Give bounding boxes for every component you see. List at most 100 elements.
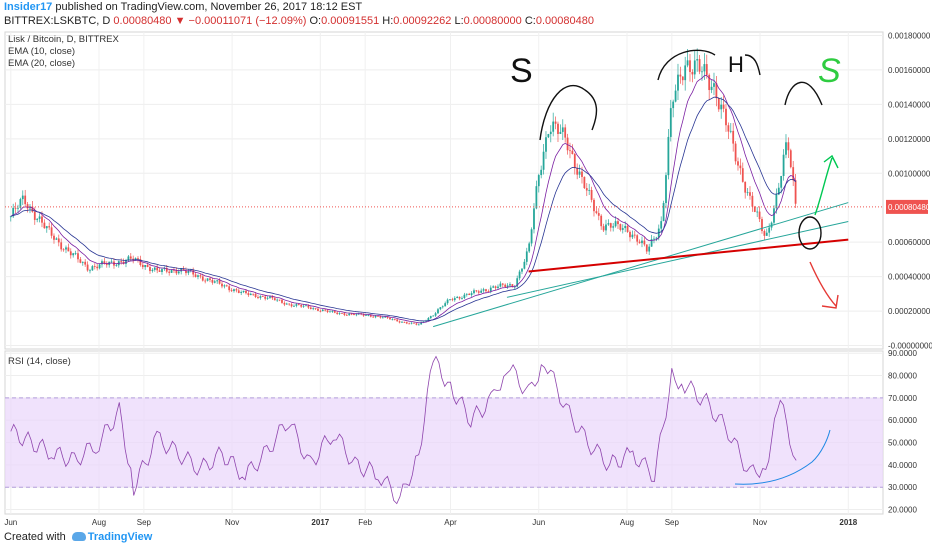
candle-body bbox=[533, 208, 535, 230]
publish-line: Insider17 published on TradingView.com, … bbox=[4, 1, 362, 13]
legend-title: Lisk / Bitcoin, D, BITTREX bbox=[8, 34, 120, 45]
candle-body bbox=[744, 181, 747, 193]
candle-body bbox=[398, 321, 401, 323]
candle-body bbox=[86, 264, 89, 271]
candle-body bbox=[727, 125, 730, 132]
candle-body bbox=[626, 225, 629, 232]
trendline bbox=[506, 221, 849, 298]
candle-body bbox=[576, 168, 579, 175]
candle-body bbox=[175, 270, 178, 274]
candle-body bbox=[473, 290, 475, 294]
candle-body bbox=[401, 321, 403, 323]
candle-body bbox=[739, 165, 742, 169]
candle-body bbox=[557, 123, 559, 134]
candle-body bbox=[725, 108, 727, 126]
candle-body bbox=[746, 192, 749, 194]
ema10-line bbox=[10, 75, 796, 324]
candle-body bbox=[405, 322, 408, 324]
candle-body bbox=[57, 238, 60, 243]
candle-body bbox=[794, 180, 797, 204]
open-value: 0.00091551 bbox=[321, 15, 380, 27]
candle-body bbox=[396, 319, 399, 322]
candle-body bbox=[276, 299, 279, 301]
author-name[interactable]: Insider17 bbox=[4, 1, 53, 13]
candle-body bbox=[41, 216, 43, 223]
neckline bbox=[528, 238, 849, 273]
candle-body bbox=[161, 269, 163, 272]
rsi-tick-label: 80.0000 bbox=[888, 372, 917, 381]
candle-body bbox=[523, 261, 526, 269]
legend-ema10[interactable]: EMA (10, close) bbox=[8, 46, 75, 57]
candle-body bbox=[641, 240, 643, 244]
candle-body bbox=[21, 195, 24, 200]
candle-body bbox=[605, 224, 607, 231]
candle-body bbox=[242, 290, 245, 293]
time-tick-label: Sep bbox=[665, 518, 680, 527]
ema20-line bbox=[10, 96, 796, 322]
candle-body bbox=[456, 296, 459, 299]
price-badge-bg bbox=[886, 199, 928, 214]
rsi-tick-label: 40.0000 bbox=[888, 461, 917, 470]
candle-body bbox=[345, 314, 348, 316]
candle-body bbox=[165, 267, 168, 272]
grid bbox=[5, 32, 883, 514]
candle-body bbox=[9, 216, 12, 218]
candle-body bbox=[672, 101, 675, 109]
price-tick-label: 0.00040000 bbox=[888, 273, 931, 282]
candle-body bbox=[84, 261, 87, 265]
candle-body bbox=[326, 310, 329, 313]
candle-body bbox=[254, 293, 257, 298]
candle-body bbox=[530, 229, 533, 244]
candle-body bbox=[69, 251, 72, 256]
time-tick-label: Jun bbox=[4, 518, 17, 527]
time-axis[interactable]: Jun Aug Sep Nov 2017 Feb Apr Jun Aug Sep Nov 2018 bbox=[4, 518, 857, 527]
candle-body bbox=[667, 136, 670, 176]
rsi-tick-label: 90.0000 bbox=[888, 349, 917, 358]
hand-annotations bbox=[539, 49, 839, 485]
candle-body bbox=[665, 175, 667, 204]
candle-body bbox=[518, 271, 521, 279]
candle-body bbox=[372, 316, 375, 318]
candle-body bbox=[528, 243, 531, 252]
legend-ema20[interactable]: EMA (20, close) bbox=[8, 58, 75, 69]
candle-body bbox=[768, 227, 771, 233]
right-shoulder-arc bbox=[784, 81, 823, 106]
candle-body bbox=[50, 227, 53, 236]
candle-body bbox=[194, 274, 197, 277]
candle-body bbox=[31, 206, 34, 212]
candle-body bbox=[585, 188, 588, 191]
candle-body bbox=[285, 303, 288, 305]
candle-body bbox=[177, 271, 180, 274]
price-axis[interactable]: 0.00180000 0.00160000 0.00140000 0.00120000… bbox=[888, 31, 932, 350]
candle-body bbox=[89, 270, 91, 272]
candle-body bbox=[703, 64, 706, 72]
candle-body bbox=[780, 176, 783, 188]
price-pane[interactable] bbox=[4, 31, 884, 350]
candle-body bbox=[540, 169, 543, 176]
candle-body bbox=[314, 308, 317, 310]
candle-body bbox=[643, 240, 646, 245]
candle-body bbox=[458, 296, 461, 299]
rsi-axis[interactable]: 90.0000 80.0000 70.0000 60.0000 50.0000 40.00… bbox=[888, 349, 917, 514]
candle-body bbox=[201, 276, 204, 281]
left-shoulder-arc bbox=[539, 84, 598, 141]
candle-body bbox=[132, 258, 135, 261]
candle-body bbox=[38, 216, 41, 219]
candle-body bbox=[163, 267, 166, 270]
candle-body bbox=[792, 167, 795, 181]
candle-body bbox=[223, 285, 226, 287]
candle-body bbox=[468, 293, 471, 295]
head-arc-left bbox=[657, 49, 716, 81]
tradingview-brand[interactable]: TradingView bbox=[87, 531, 153, 543]
candle-body bbox=[93, 266, 96, 267]
ohlc-line: BITTREX:LSKBTC, D 0.00080480 ▼ −0.000110… bbox=[4, 15, 594, 27]
candle-body bbox=[101, 261, 103, 265]
candle-body bbox=[516, 278, 519, 287]
candle-body bbox=[674, 90, 677, 102]
candle-body bbox=[662, 203, 665, 222]
candle-body bbox=[480, 290, 483, 293]
candle-body bbox=[446, 299, 449, 304]
candle-body bbox=[713, 83, 715, 87]
rsi-legend[interactable]: RSI (14, close) bbox=[8, 356, 71, 367]
